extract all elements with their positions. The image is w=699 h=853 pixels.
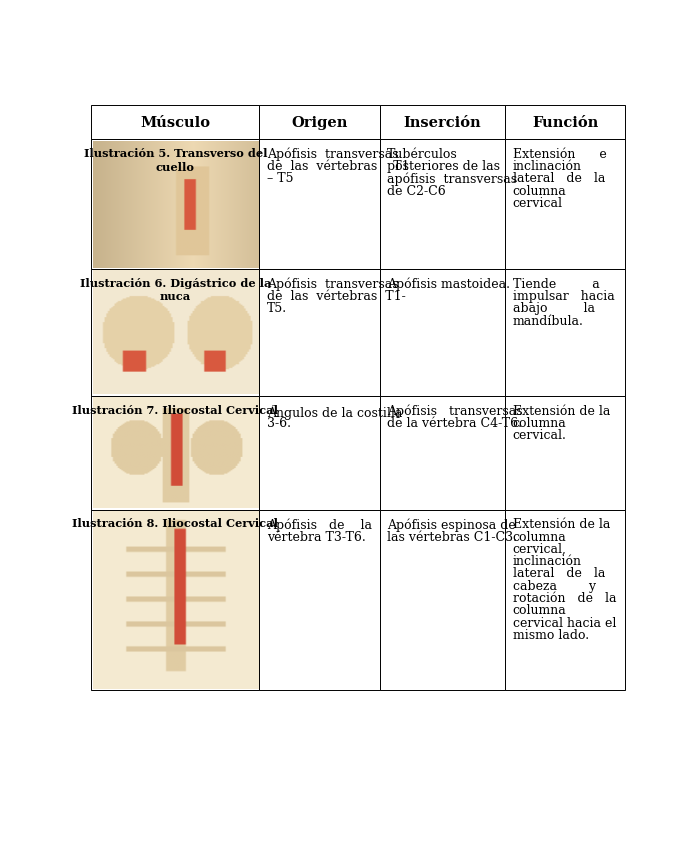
Text: Ilustración 6. Digástrico de la
nuca: Ilustración 6. Digástrico de la nuca <box>80 277 271 302</box>
Text: abajo         la: abajo la <box>513 302 595 315</box>
Bar <box>92 140 259 270</box>
Text: de  las  vértebras  T1-: de las vértebras T1- <box>267 290 406 303</box>
Text: Extensión de la: Extensión de la <box>513 518 610 531</box>
Bar <box>92 270 259 397</box>
Bar <box>380 107 505 140</box>
Bar <box>505 510 625 690</box>
Text: lateral   de   la: lateral de la <box>513 566 605 580</box>
Text: de C2-C6: de C2-C6 <box>387 184 446 198</box>
Text: Extensión de la: Extensión de la <box>513 404 610 417</box>
Text: inclinación: inclinación <box>513 160 582 173</box>
Text: rotación   de   la: rotación de la <box>513 591 617 604</box>
Text: Extensión      e: Extensión e <box>513 148 607 160</box>
Bar <box>92 510 259 690</box>
Text: mandíbula.: mandíbula. <box>513 314 584 328</box>
Text: posteriores de las: posteriores de las <box>387 160 500 173</box>
Text: Tiende         a: Tiende a <box>513 277 600 291</box>
Text: Función: Función <box>532 116 598 130</box>
Text: columna: columna <box>513 530 567 543</box>
Text: lateral   de   la: lateral de la <box>513 172 605 185</box>
Text: Apófisis   transversas: Apófisis transversas <box>387 404 523 417</box>
Bar <box>259 510 380 690</box>
Text: 3-6.: 3-6. <box>267 416 291 429</box>
Bar <box>380 397 505 510</box>
Text: de  las  vértebras    T1: de las vértebras T1 <box>267 160 410 173</box>
Text: cervical: cervical <box>513 197 563 210</box>
Text: de la vértebra C4-T6.: de la vértebra C4-T6. <box>387 416 522 429</box>
Text: Apófisis espinosa de: Apófisis espinosa de <box>387 518 516 531</box>
Text: cabeza        y: cabeza y <box>513 579 596 592</box>
Text: columna: columna <box>513 184 567 198</box>
Bar <box>259 270 380 397</box>
Text: Apófisis   de    la: Apófisis de la <box>267 518 372 531</box>
Text: Músculo: Músculo <box>140 116 210 130</box>
Bar <box>259 397 380 510</box>
Text: Ilustración 5. Transverso del
cuello: Ilustración 5. Transverso del cuello <box>84 148 267 172</box>
Bar <box>259 140 380 270</box>
Text: cervical.: cervical. <box>513 428 567 442</box>
Text: apófisis  transversas: apófisis transversas <box>387 172 517 186</box>
Bar <box>92 397 259 510</box>
Text: cervical,: cervical, <box>513 543 567 555</box>
Text: Tubérculos: Tubérculos <box>387 148 458 160</box>
Text: Ilustración 8. Iliocostal Cervical: Ilustración 8. Iliocostal Cervical <box>73 518 278 529</box>
Bar <box>380 140 505 270</box>
Text: Inserción: Inserción <box>403 116 481 130</box>
Bar <box>505 270 625 397</box>
Text: – T5: – T5 <box>267 172 294 185</box>
Bar <box>505 107 625 140</box>
Text: inclinación: inclinación <box>513 554 582 567</box>
Bar <box>505 397 625 510</box>
Bar <box>505 140 625 270</box>
Text: mismo lado.: mismo lado. <box>513 628 589 641</box>
Text: cervical hacia el: cervical hacia el <box>513 616 617 629</box>
Text: Origen: Origen <box>291 116 347 130</box>
Text: Apófisis  transversas: Apófisis transversas <box>267 148 399 161</box>
Text: impulsar   hacia: impulsar hacia <box>513 290 614 303</box>
Text: T5.: T5. <box>267 302 287 315</box>
Text: columna: columna <box>513 604 567 617</box>
Text: Apófisis  transversas: Apófisis transversas <box>267 277 399 291</box>
Text: columna: columna <box>513 416 567 429</box>
Text: Ilustración 7. Iliocostal Cervical: Ilustración 7. Iliocostal Cervical <box>73 404 278 415</box>
Bar <box>259 107 380 140</box>
Text: Ángulos de la costilla: Ángulos de la costilla <box>267 404 403 419</box>
Text: Apófisis mastoidea.: Apófisis mastoidea. <box>387 277 510 291</box>
Text: las vértebras C1-C3.: las vértebras C1-C3. <box>387 530 517 543</box>
Bar <box>380 270 505 397</box>
Text: vértebra T3-T6.: vértebra T3-T6. <box>267 530 366 543</box>
Bar <box>380 510 505 690</box>
Bar <box>92 107 259 140</box>
